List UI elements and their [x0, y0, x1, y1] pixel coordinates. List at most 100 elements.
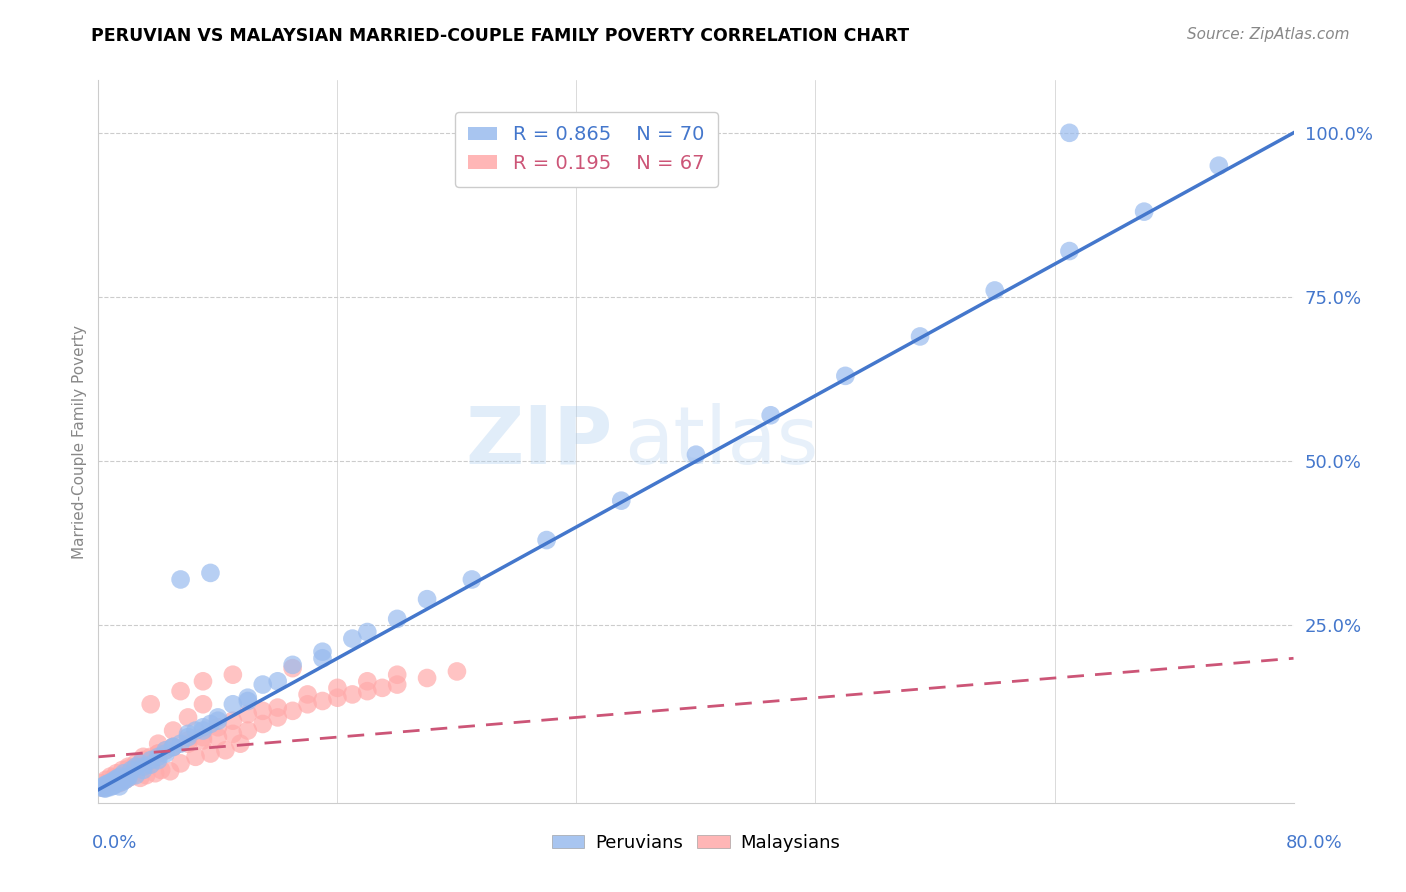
Point	[834, 368, 856, 383]
Point	[120, 770, 142, 784]
Text: 80.0%: 80.0%	[1286, 834, 1343, 852]
Point	[129, 771, 152, 785]
Point	[342, 687, 364, 701]
Point	[984, 284, 1007, 298]
Point	[135, 768, 157, 782]
Point	[311, 651, 333, 665]
Point	[117, 760, 139, 774]
Point	[104, 772, 127, 787]
Point	[610, 493, 633, 508]
Point	[148, 737, 170, 751]
Point	[685, 448, 707, 462]
Point	[132, 749, 155, 764]
Point	[90, 776, 112, 790]
Point	[96, 777, 118, 791]
Point	[155, 743, 177, 757]
Point	[759, 409, 782, 423]
Point	[110, 774, 132, 789]
Point	[97, 776, 120, 790]
Point	[93, 781, 115, 796]
Point	[94, 781, 117, 796]
Point	[356, 684, 378, 698]
Point	[222, 714, 245, 728]
Point	[1059, 244, 1081, 258]
Point	[200, 747, 222, 761]
Point	[222, 727, 245, 741]
Point	[162, 739, 184, 754]
Point	[222, 698, 245, 712]
Point	[267, 674, 290, 689]
Point	[169, 737, 191, 751]
Point	[89, 780, 111, 794]
Point	[139, 757, 162, 772]
Point	[222, 667, 245, 681]
Point	[103, 779, 125, 793]
Point	[103, 771, 125, 785]
Point	[96, 780, 118, 794]
Point	[125, 768, 148, 782]
Point	[159, 764, 181, 779]
Point	[1059, 126, 1081, 140]
Text: ZIP: ZIP	[465, 402, 613, 481]
Point	[191, 674, 214, 689]
Point	[252, 717, 274, 731]
Point	[148, 747, 170, 761]
Point	[169, 756, 191, 771]
Point	[1208, 159, 1230, 173]
Point	[114, 772, 136, 787]
Point	[214, 743, 236, 757]
Point	[177, 727, 200, 741]
Point	[385, 677, 409, 691]
Point	[908, 329, 931, 343]
Point	[94, 777, 117, 791]
Point	[155, 747, 177, 761]
Point	[342, 632, 364, 646]
Point	[326, 690, 349, 705]
Point	[110, 770, 132, 784]
Point	[112, 766, 135, 780]
Point	[461, 573, 484, 587]
Point	[117, 771, 139, 785]
Point	[191, 733, 214, 747]
Point	[162, 723, 184, 738]
Point	[191, 723, 214, 738]
Point	[139, 698, 162, 712]
Point	[385, 612, 409, 626]
Point	[91, 780, 114, 795]
Point	[125, 760, 148, 774]
Point	[207, 720, 229, 734]
Point	[281, 704, 304, 718]
Point	[132, 760, 155, 774]
Point	[191, 698, 214, 712]
Point	[184, 749, 207, 764]
Point	[111, 763, 134, 777]
Point	[311, 645, 333, 659]
Point	[120, 763, 142, 777]
Point	[105, 776, 128, 790]
Point	[108, 780, 131, 794]
Point	[117, 770, 139, 784]
Point	[132, 753, 155, 767]
Point	[105, 766, 128, 780]
Point	[129, 756, 152, 771]
Text: PERUVIAN VS MALAYSIAN MARRIED-COUPLE FAMILY POVERTY CORRELATION CHART: PERUVIAN VS MALAYSIAN MARRIED-COUPLE FAM…	[91, 27, 910, 45]
Point	[236, 690, 259, 705]
Point	[103, 774, 125, 789]
Point	[132, 753, 155, 767]
Point	[155, 743, 177, 757]
Point	[177, 737, 200, 751]
Point	[132, 763, 155, 777]
Point	[148, 747, 170, 761]
Point	[150, 763, 173, 777]
Point	[169, 573, 191, 587]
Point	[536, 533, 558, 547]
Point	[252, 677, 274, 691]
Point	[252, 704, 274, 718]
Point	[98, 779, 122, 793]
Point	[111, 774, 134, 789]
Point	[229, 737, 252, 751]
Point	[90, 780, 112, 795]
Point	[297, 687, 319, 701]
Point	[236, 707, 259, 722]
Point	[267, 710, 290, 724]
